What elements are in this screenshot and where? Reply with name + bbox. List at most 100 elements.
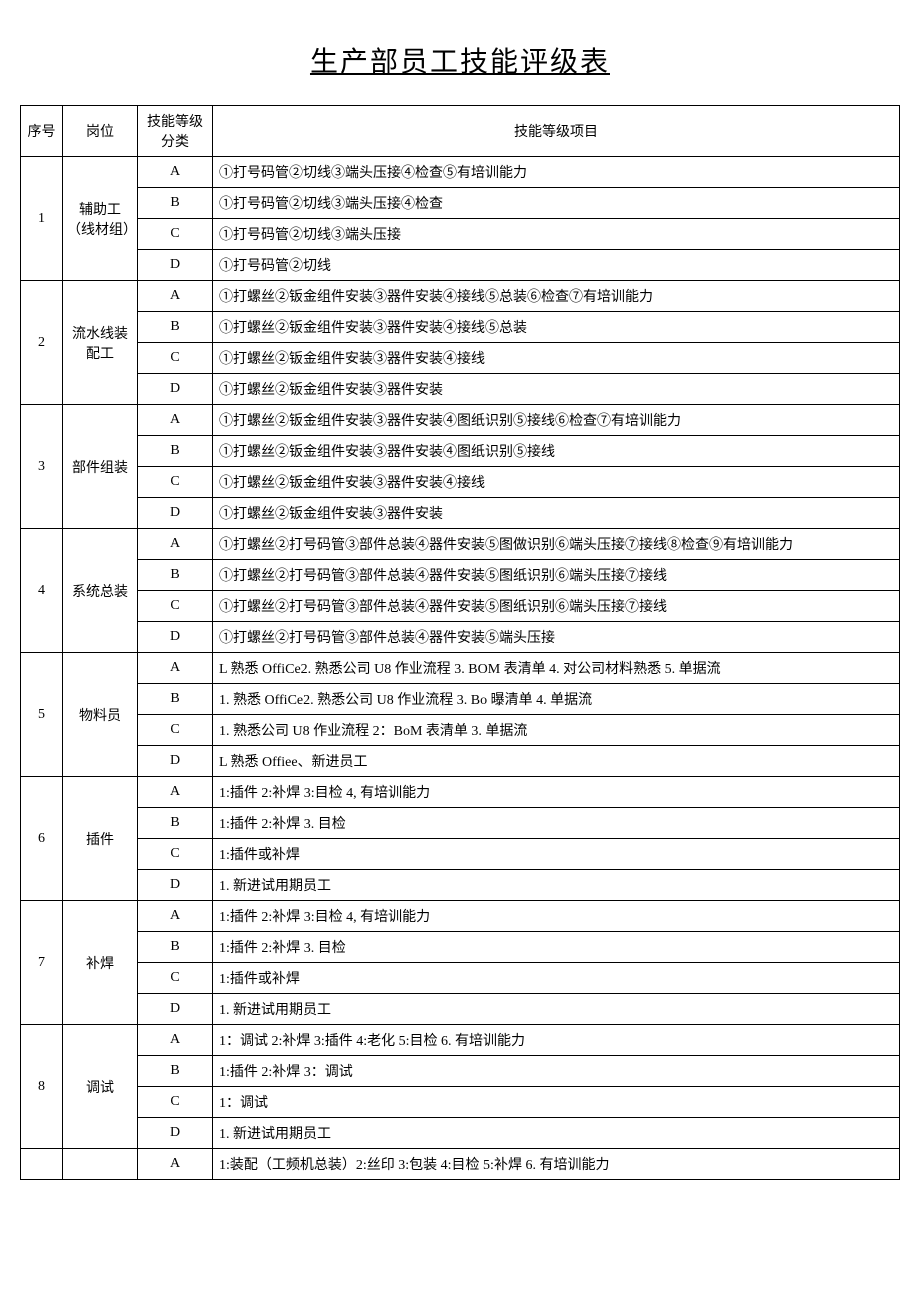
table-row: C1. 熟悉公司 U8 作业流程 2：BoM 表清单 3. 单据流 [21, 715, 900, 746]
cell-description: 1:插件 2:补焊 3:目检 4, 有培训能力 [213, 901, 900, 932]
cell-grade: A [138, 157, 213, 188]
header-position: 岗位 [63, 106, 138, 157]
table-row: 2流水线装配工A①打螺丝②钣金组件安装③器件安装④接线⑤总装⑥检查⑦有培训能力 [21, 281, 900, 312]
table-row: C①打螺丝②打号码管③部件总装④器件安装⑤图纸识别⑥端头压接⑦接线 [21, 591, 900, 622]
cell-seq: 4 [21, 529, 63, 653]
cell-position: 插件 [63, 777, 138, 901]
cell-seq: 1 [21, 157, 63, 281]
table-row: B1:插件 2:补焊 3. 目检 [21, 808, 900, 839]
table-row: 7补焊A1:插件 2:补焊 3:目检 4, 有培训能力 [21, 901, 900, 932]
cell-seq [21, 1149, 63, 1180]
table-row: C①打号码管②切线③端头压接 [21, 219, 900, 250]
cell-description: 1:插件 2:补焊 3:目检 4, 有培训能力 [213, 777, 900, 808]
cell-position: 流水线装配工 [63, 281, 138, 405]
cell-position: 调试 [63, 1025, 138, 1149]
cell-grade: C [138, 1087, 213, 1118]
cell-description: ①打螺丝②钣金组件安装③器件安装④接线 [213, 467, 900, 498]
cell-description: 1. 熟悉 OffiCe2. 熟悉公司 U8 作业流程 3. Bo 曝清单 4.… [213, 684, 900, 715]
cell-seq: 7 [21, 901, 63, 1025]
cell-position: 部件组装 [63, 405, 138, 529]
table-row: D1. 新进试用期员工 [21, 994, 900, 1025]
header-grade-category: 技能等级分类 [138, 106, 213, 157]
cell-description: 1:插件 2:补焊 3. 目检 [213, 808, 900, 839]
table-row: D①打螺丝②钣金组件安装③器件安装 [21, 498, 900, 529]
cell-description: ①打螺丝②打号码管③部件总装④器件安装⑤图做识别⑥端头压接⑦接线⑧检查⑨有培训能… [213, 529, 900, 560]
cell-grade: A [138, 901, 213, 932]
table-row: B①打螺丝②钣金组件安装③器件安装④接线⑤总装 [21, 312, 900, 343]
cell-grade: C [138, 839, 213, 870]
cell-description: ①打号码管②切线③端头压接④检查 [213, 188, 900, 219]
cell-position: 物料员 [63, 653, 138, 777]
cell-description: L 熟悉 OffiCe2. 熟悉公司 U8 作业流程 3. BOM 表清单 4.… [213, 653, 900, 684]
table-row: B①打螺丝②打号码管③部件总装④器件安装⑤图纸识别⑥端头压接⑦接线 [21, 560, 900, 591]
cell-grade: C [138, 591, 213, 622]
cell-grade: B [138, 312, 213, 343]
cell-grade: C [138, 963, 213, 994]
cell-grade: B [138, 932, 213, 963]
cell-description: ①打螺丝②钣金组件安装③器件安装④接线⑤总装 [213, 312, 900, 343]
cell-grade: B [138, 808, 213, 839]
cell-description: ①打螺丝②打号码管③部件总装④器件安装⑤端头压接 [213, 622, 900, 653]
table-row: C1：调试 [21, 1087, 900, 1118]
header-seq: 序号 [21, 106, 63, 157]
cell-seq: 5 [21, 653, 63, 777]
cell-position [63, 1149, 138, 1180]
cell-grade: C [138, 467, 213, 498]
table-row: B①打号码管②切线③端头压接④检查 [21, 188, 900, 219]
cell-grade: D [138, 498, 213, 529]
cell-description: 1:插件或补焊 [213, 839, 900, 870]
cell-grade: A [138, 1149, 213, 1180]
cell-description: 1. 新进试用期员工 [213, 870, 900, 901]
cell-grade: A [138, 1025, 213, 1056]
cell-description: 1. 新进试用期员工 [213, 994, 900, 1025]
cell-description: ①打螺丝②打号码管③部件总装④器件安装⑤图纸识别⑥端头压接⑦接线 [213, 560, 900, 591]
cell-description: L 熟悉 Offiee、新进员工 [213, 746, 900, 777]
cell-grade: D [138, 994, 213, 1025]
table-row: B1:插件 2:补焊 3. 目检 [21, 932, 900, 963]
table-row: C①打螺丝②钣金组件安装③器件安装④接线 [21, 467, 900, 498]
cell-description: ①打螺丝②钣金组件安装③器件安装④图纸识别⑤接线 [213, 436, 900, 467]
cell-grade: A [138, 405, 213, 436]
cell-description: 1：调试 [213, 1087, 900, 1118]
cell-grade: C [138, 715, 213, 746]
table-row: B1. 熟悉 OffiCe2. 熟悉公司 U8 作业流程 3. Bo 曝清单 4… [21, 684, 900, 715]
table-row: D1. 新进试用期员工 [21, 1118, 900, 1149]
cell-description: ①打螺丝②钣金组件安装③器件安装 [213, 374, 900, 405]
cell-description: ①打螺丝②钣金组件安装③器件安装④图纸识别⑤接线⑥检查⑦有培训能力 [213, 405, 900, 436]
cell-grade: D [138, 1118, 213, 1149]
table-row: DL 熟悉 Offiee、新进员工 [21, 746, 900, 777]
table-row: D1. 新进试用期员工 [21, 870, 900, 901]
cell-description: ①打号码管②切线 [213, 250, 900, 281]
cell-grade: B [138, 1056, 213, 1087]
cell-grade: D [138, 746, 213, 777]
cell-grade: A [138, 529, 213, 560]
cell-grade: A [138, 653, 213, 684]
cell-grade: A [138, 281, 213, 312]
table-header-row: 序号 岗位 技能等级分类 技能等级项目 [21, 106, 900, 157]
cell-description: ①打螺丝②打号码管③部件总装④器件安装⑤图纸识别⑥端头压接⑦接线 [213, 591, 900, 622]
cell-description: 1:插件 2:补焊 3：调试 [213, 1056, 900, 1087]
cell-grade: B [138, 684, 213, 715]
cell-description: ①打号码管②切线③端头压接④检查⑤有培训能力 [213, 157, 900, 188]
table-row: B1:插件 2:补焊 3：调试 [21, 1056, 900, 1087]
table-row: 1辅助工（线材组）A①打号码管②切线③端头压接④检查⑤有培训能力 [21, 157, 900, 188]
table-row: D①打号码管②切线 [21, 250, 900, 281]
cell-grade: B [138, 560, 213, 591]
cell-position: 补焊 [63, 901, 138, 1025]
cell-description: ①打号码管②切线③端头压接 [213, 219, 900, 250]
cell-description: 1：调试 2:补焊 3:插件 4:老化 5:目检 6. 有培训能力 [213, 1025, 900, 1056]
cell-seq: 8 [21, 1025, 63, 1149]
skill-rating-table: 序号 岗位 技能等级分类 技能等级项目 1辅助工（线材组）A①打号码管②切线③端… [20, 105, 900, 1180]
table-row: C1:插件或补焊 [21, 963, 900, 994]
table-row: C①打螺丝②钣金组件安装③器件安装④接线 [21, 343, 900, 374]
cell-grade: B [138, 436, 213, 467]
header-grade-item: 技能等级项目 [213, 106, 900, 157]
cell-description: 1. 熟悉公司 U8 作业流程 2：BoM 表清单 3. 单据流 [213, 715, 900, 746]
cell-seq: 2 [21, 281, 63, 405]
cell-grade: D [138, 250, 213, 281]
table-row: 6插件A1:插件 2:补焊 3:目检 4, 有培训能力 [21, 777, 900, 808]
table-row: 4系统总装A①打螺丝②打号码管③部件总装④器件安装⑤图做识别⑥端头压接⑦接线⑧检… [21, 529, 900, 560]
cell-description: 1:装配（工频机总装）2:丝印 3:包装 4:目检 5:补焊 6. 有培训能力 [213, 1149, 900, 1180]
table-row: C1:插件或补焊 [21, 839, 900, 870]
table-row: 5物料员AL 熟悉 OffiCe2. 熟悉公司 U8 作业流程 3. BOM 表… [21, 653, 900, 684]
